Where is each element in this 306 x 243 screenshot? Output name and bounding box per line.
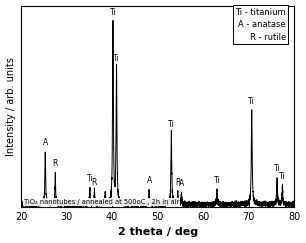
Text: Ti: Ti: [110, 8, 116, 17]
Text: A: A: [147, 176, 152, 185]
Text: R: R: [92, 177, 97, 187]
Text: R: R: [53, 159, 58, 168]
Text: Ti: Ti: [248, 97, 255, 106]
Text: Ti: Ti: [113, 54, 120, 63]
Text: Ti: Ti: [214, 176, 220, 185]
Y-axis label: Intensity / arb. units: Intensity / arb. units: [6, 57, 16, 156]
Text: A: A: [179, 179, 184, 188]
Text: R: R: [175, 177, 181, 187]
Text: Ti: Ti: [87, 174, 93, 183]
Text: A: A: [43, 138, 48, 147]
X-axis label: 2 theta / deg: 2 theta / deg: [118, 227, 198, 237]
Text: Ti - titanium
A - anatase
R - rutile: Ti - titanium A - anatase R - rutile: [236, 8, 286, 42]
Text: TiO₂ nanotubes / annealed at 500oC , 2h in air: TiO₂ nanotubes / annealed at 500oC , 2h …: [24, 199, 179, 205]
Text: Ti: Ti: [274, 165, 280, 174]
Text: Ti: Ti: [168, 120, 175, 129]
Text: Ti: Ti: [279, 172, 286, 181]
